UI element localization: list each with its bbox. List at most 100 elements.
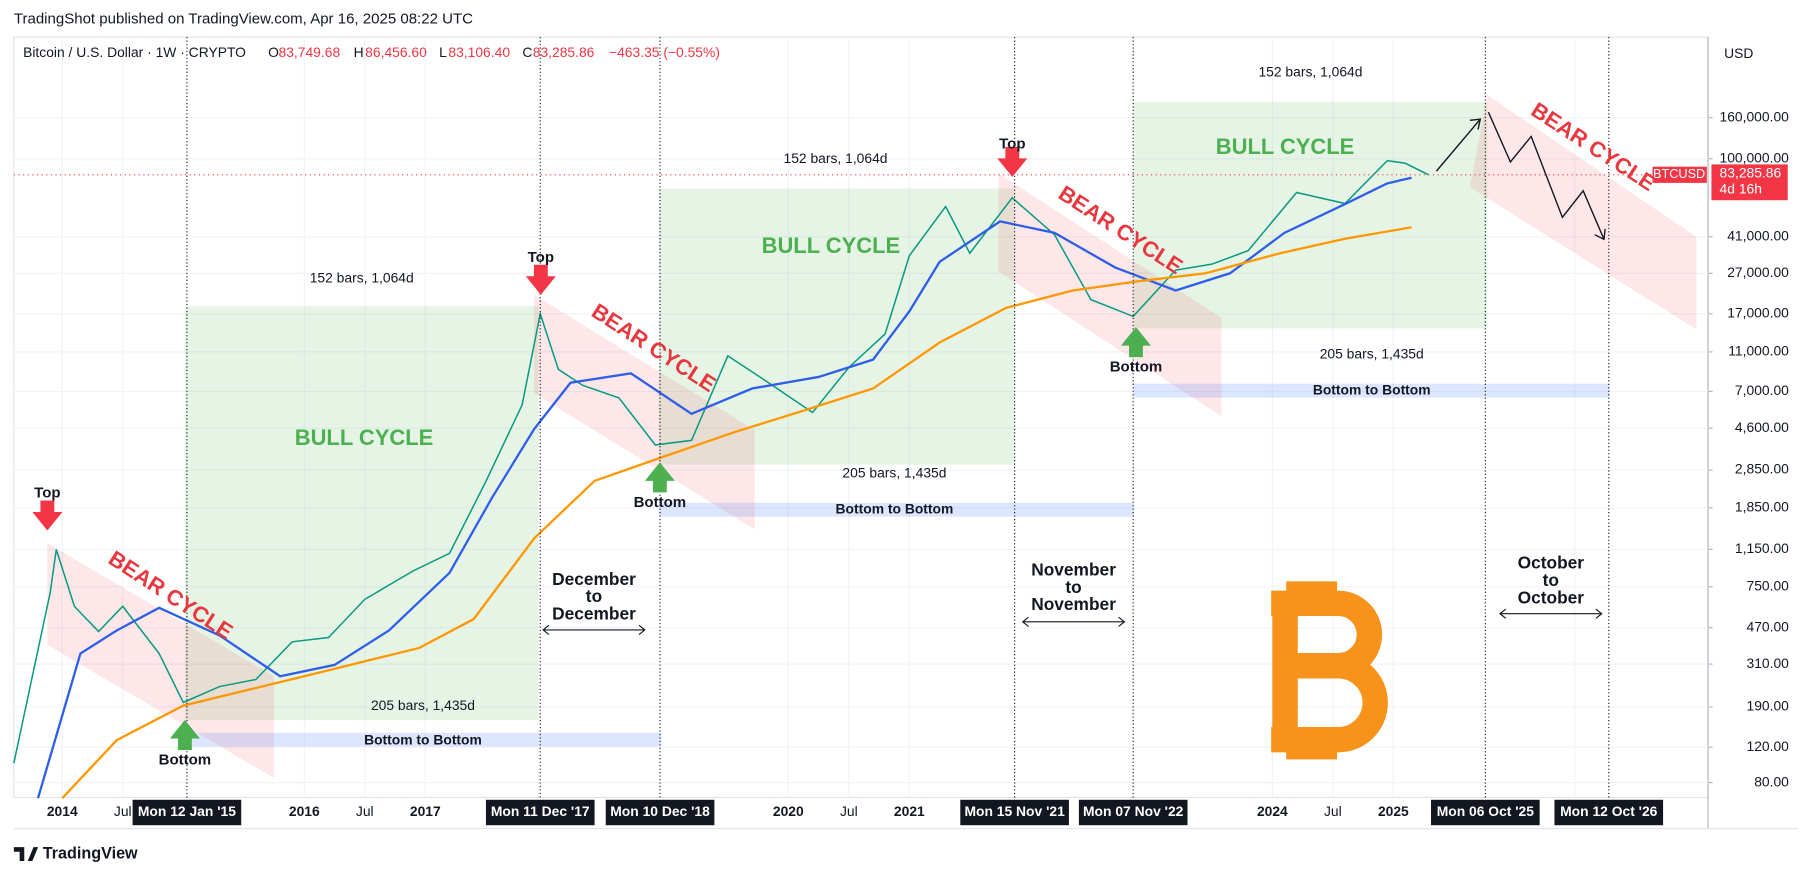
ohlc-key: O [268, 44, 279, 60]
x-tick-label: 2020 [773, 803, 804, 819]
bottom-to-bottom-bar [1133, 383, 1610, 398]
annotation: 205 bars, 1,435d [842, 465, 946, 481]
bear-zone [47, 543, 274, 778]
marker-box [1554, 799, 1664, 826]
x-tick-label: 2025 [1378, 803, 1409, 819]
projection-path [1435, 111, 1605, 240]
marker-label: Mon 11 Dec '17 [491, 803, 590, 819]
annotation: December [552, 569, 636, 589]
y-tick-label: 190.00 [1746, 698, 1789, 714]
annotation: November [1031, 560, 1116, 580]
x-tick-label: 2014 [47, 803, 78, 819]
y-tick-label: 1,150.00 [1735, 540, 1789, 556]
series-line [36, 176, 1412, 799]
plot-frame [13, 36, 1709, 799]
y-tick-label: 7,000.00 [1735, 382, 1789, 398]
symbol-tag [1652, 166, 1707, 183]
x-tick-label: Jul [1324, 803, 1342, 819]
price-tag-label: 83,285.86 [1720, 164, 1782, 180]
ohlc-key: H [354, 44, 364, 60]
marker-box [960, 799, 1069, 826]
ohlc-value: 83,106.40 [448, 44, 510, 60]
change-label: −463.35 (−0.55%) [609, 44, 720, 60]
series-line [13, 159, 1429, 764]
ohlc-value: 86,456.60 [365, 44, 427, 60]
series-line [61, 226, 1412, 799]
annotation: 152 bars, 1,064d [310, 269, 414, 285]
y-tick-label: 100,000.00 [1720, 149, 1790, 165]
annotation: Bottom [159, 751, 212, 768]
marker-box [485, 799, 595, 826]
y-tick-label: 4,600.00 [1735, 419, 1789, 435]
annotation: Bottom [634, 494, 687, 511]
annotation: October [1518, 587, 1585, 607]
annotation: Top [528, 249, 554, 266]
marker-label: Mon 12 Oct '26 [1560, 803, 1658, 819]
x-tick-label: 2017 [410, 803, 441, 819]
ohlc-value: 83,285.86 [533, 44, 595, 60]
bull-zone [658, 188, 1015, 465]
y-tick-label: 27,000.00 [1727, 264, 1789, 280]
y-tick-label: 1,850.00 [1735, 498, 1789, 514]
annotation: October [1518, 553, 1585, 573]
annotation: BULL CYCLE [295, 425, 434, 450]
x-tick-label: 2016 [289, 803, 320, 819]
y-tick-label: 120.00 [1746, 738, 1789, 754]
y-tick-label: 11,000.00 [1728, 343, 1789, 359]
y-tick-label: 41,000.00 [1727, 227, 1789, 243]
y-tick-label: 310.00 [1746, 655, 1789, 671]
y-tick-label: 17,000.00 [1727, 304, 1789, 320]
countdown-label: 4d 16h [1720, 180, 1762, 196]
marker-label: Mon 07 Nov '22 [1083, 803, 1184, 819]
span-arrow [542, 624, 646, 635]
marker-label: Mon 06 Oct '25 [1437, 803, 1535, 819]
bull-zone [1133, 101, 1488, 329]
footer-logo [13, 847, 39, 862]
symbol-label: Bitcoin / U.S. Dollar · 1W · CRYPTO [23, 44, 246, 60]
annotation: 205 bars, 1,435d [371, 697, 475, 713]
zones [47, 94, 1697, 778]
top-arrow [525, 264, 556, 295]
price-tag [1711, 164, 1788, 201]
annotation: Bottom to Bottom [1313, 381, 1431, 397]
marker-box [605, 799, 715, 826]
currency-button[interactable] [1714, 41, 1762, 68]
x-tick-label: 2024 [1257, 803, 1288, 819]
span-arrow [1499, 608, 1603, 619]
y-tick-label: 750.00 [1746, 577, 1789, 593]
page-title: TradingShot published on TradingView.com… [14, 11, 473, 28]
marker-box [1078, 799, 1188, 826]
bear-zone [533, 294, 755, 530]
marker-label: Mon 12 Jan '15 [138, 803, 236, 819]
annotation: Bottom to Bottom [364, 732, 482, 748]
x-tick-label: 2021 [894, 803, 925, 819]
bear-zone [1469, 94, 1697, 330]
top-arrow [997, 146, 1028, 177]
y-tick-label: 160,000.00 [1720, 108, 1790, 124]
ohlc-key: C [522, 44, 532, 60]
annotation: to [586, 586, 602, 606]
projection-arrowhead [1469, 118, 1606, 241]
bottom-arrow [1120, 327, 1151, 358]
bottom-arrow [644, 462, 675, 493]
marker-label: Mon 10 Dec '18 [610, 803, 710, 819]
footer-label: TradingView [43, 844, 138, 862]
annotation: to [1543, 570, 1559, 590]
annotation: December [552, 603, 636, 623]
marker-label: Mon 15 Nov '21 [964, 803, 1065, 819]
span-arrow [1021, 616, 1126, 627]
annotation: 205 bars, 1,435d [1320, 346, 1424, 362]
marker-box [132, 799, 242, 826]
annotation: to [1065, 577, 1081, 597]
x-tick-label: Jul [840, 803, 858, 819]
ohlc-key: L [439, 44, 447, 60]
ohlc-value: 83,749.68 [279, 44, 341, 60]
annotation: 152 bars, 1,064d [783, 150, 887, 166]
currency-label[interactable]: USD [1724, 45, 1753, 61]
annotation: Bottom to Bottom [836, 500, 954, 516]
y-tick-label: 470.00 [1746, 618, 1789, 634]
annotation: Bottom [1110, 359, 1163, 376]
bottom-to-bottom-bar [184, 732, 662, 747]
